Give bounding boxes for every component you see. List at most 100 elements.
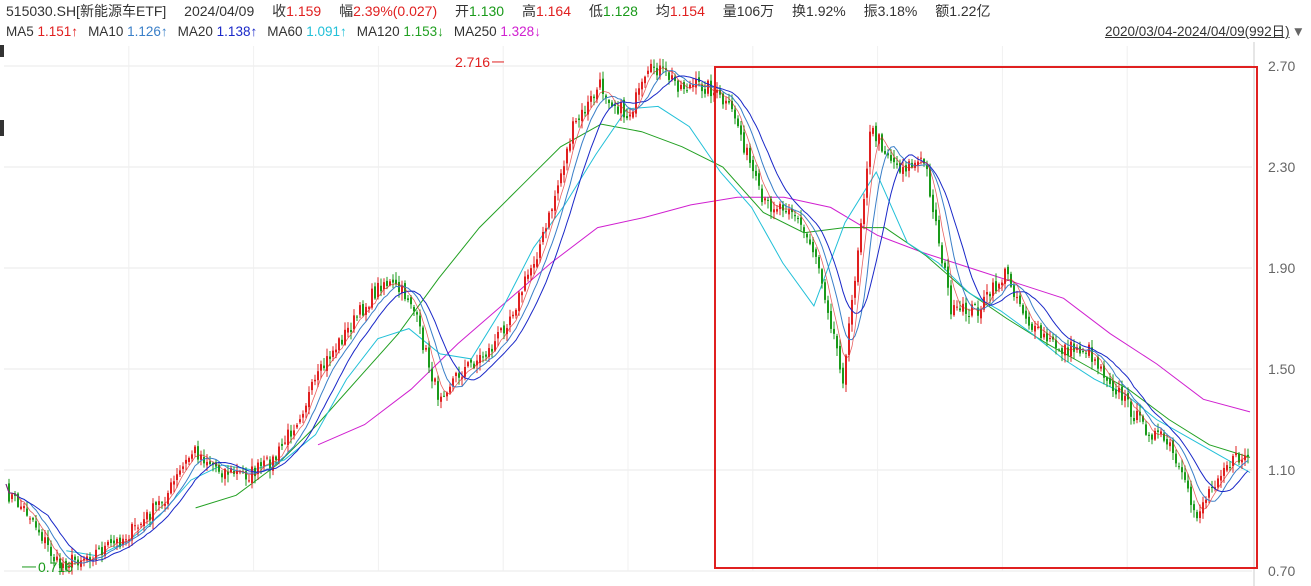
candle-body <box>1148 434 1150 436</box>
candle-body <box>740 125 742 135</box>
candle-body <box>758 173 760 186</box>
candle-body <box>329 356 331 359</box>
candle-body <box>590 96 592 102</box>
candle-body <box>659 65 661 77</box>
candle-body <box>134 525 136 527</box>
candle-body <box>908 161 910 171</box>
candle-body <box>872 128 874 134</box>
candle-body <box>902 167 904 174</box>
date-range-selector[interactable]: 2020/03/04-2024/04/09(992日) ▼ <box>1105 23 1305 41</box>
candle-body <box>1124 395 1126 401</box>
candle-body <box>350 330 352 332</box>
candle-body <box>440 396 442 402</box>
candle-body <box>494 341 496 351</box>
candle-body <box>968 316 970 318</box>
candle-body <box>1112 380 1114 392</box>
candle-body <box>779 203 781 210</box>
candle-body <box>830 311 832 329</box>
candle-body <box>56 556 58 561</box>
candle-body <box>905 165 907 172</box>
candle-body <box>1082 350 1084 352</box>
candle-body <box>560 173 562 184</box>
candle-body <box>1049 338 1051 340</box>
low-price-label: 0.716 <box>38 559 73 575</box>
candle-body <box>578 118 580 121</box>
low-label: 低 <box>588 3 603 19</box>
candle-body <box>41 532 43 541</box>
candle-body <box>374 286 376 299</box>
candle-body <box>74 556 76 560</box>
candle-body <box>869 131 871 167</box>
candle-body <box>23 506 25 509</box>
candle-body <box>1163 433 1165 441</box>
candle-body <box>422 327 424 350</box>
ma-legend-label: MA120 <box>356 24 404 39</box>
candle-body <box>899 163 901 173</box>
candle-body <box>1106 377 1108 381</box>
candle-body <box>1022 304 1024 314</box>
avg-value: 1.154 <box>669 3 705 19</box>
candle-body <box>1154 430 1156 440</box>
candle-body <box>608 100 610 104</box>
candle-body <box>662 66 664 68</box>
close-value: 1.159 <box>286 3 322 19</box>
candle-body <box>71 554 73 568</box>
ma-legend-value: 1.138↑ <box>216 24 258 39</box>
high-label: 高 <box>521 3 536 19</box>
candle-body <box>563 166 565 175</box>
candle-body <box>266 457 268 459</box>
candle-body <box>782 204 784 211</box>
candle-body <box>1178 466 1180 468</box>
candle-body <box>989 293 991 297</box>
candle-body <box>1064 344 1066 356</box>
ma-legend-item-ma20: MA20 1.138↑ <box>178 24 258 39</box>
candle-body <box>1241 460 1243 463</box>
candle-body <box>248 480 250 482</box>
candle-body <box>725 100 727 104</box>
candle-body <box>428 347 430 368</box>
candle-body <box>545 228 547 232</box>
candle-body <box>707 80 709 94</box>
candle-body <box>464 366 466 377</box>
candle-body <box>1223 467 1225 476</box>
candle-body <box>65 560 67 570</box>
candle-body <box>1136 410 1138 421</box>
volume-label: 量 <box>722 3 737 19</box>
candle-body <box>284 442 286 444</box>
candle-body <box>1019 295 1021 305</box>
y-tick-label: 1.50 <box>1268 361 1295 377</box>
candle-body <box>866 168 868 198</box>
dropdown-triangle-icon[interactable]: ▼ <box>1291 24 1305 39</box>
candle-body <box>476 360 478 366</box>
candle-body <box>386 280 388 286</box>
candle-body <box>185 459 187 464</box>
candle-body <box>1172 440 1174 454</box>
candle-body <box>596 89 598 100</box>
candle-body <box>443 395 445 397</box>
candle-body <box>197 446 199 460</box>
candle-body <box>506 327 508 335</box>
candle-body <box>815 249 817 257</box>
candle-body <box>488 348 490 357</box>
date-range-text[interactable]: 2020/03/04-2024/04/09(992日) <box>1104 24 1290 39</box>
candle-body <box>827 300 829 313</box>
candle-body <box>599 79 601 88</box>
candle-body <box>479 355 481 363</box>
candle-body <box>470 359 472 363</box>
candle-body <box>863 199 865 225</box>
candle-body <box>1166 439 1168 445</box>
candle-body <box>1028 316 1030 326</box>
security-name: 515030.SH[新能源车ETF] <box>6 3 167 19</box>
candle-body <box>893 157 895 163</box>
candle-body <box>671 75 673 80</box>
candle-body <box>992 282 994 296</box>
candle-body <box>38 529 40 533</box>
candle-body <box>227 471 229 475</box>
candle-body <box>956 306 958 308</box>
candle-body <box>737 118 739 127</box>
ma-legend-item-ma5: MA5 1.151↑ <box>6 24 78 39</box>
ma-legend-value: 1.126↑ <box>127 24 168 39</box>
candle-body <box>512 314 514 317</box>
candle-body <box>437 381 439 400</box>
